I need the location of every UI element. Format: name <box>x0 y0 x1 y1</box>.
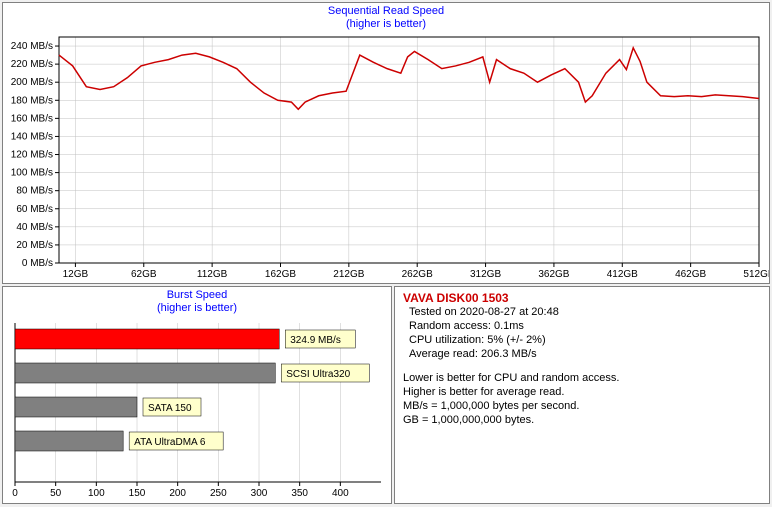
info-line: Random access: 0.1ms <box>409 319 761 333</box>
svg-text:262GB: 262GB <box>402 269 433 280</box>
svg-text:312GB: 312GB <box>470 269 501 280</box>
svg-text:200 MB/s: 200 MB/s <box>11 77 53 88</box>
svg-text:240 MB/s: 240 MB/s <box>11 41 53 52</box>
svg-text:20 MB/s: 20 MB/s <box>16 240 53 251</box>
burst-chart-title: Burst Speed <box>167 289 228 301</box>
svg-text:362GB: 362GB <box>538 269 569 280</box>
svg-text:350: 350 <box>291 488 308 499</box>
svg-text:50: 50 <box>50 488 62 499</box>
svg-text:212GB: 212GB <box>333 269 364 280</box>
svg-text:120 MB/s: 120 MB/s <box>11 150 53 161</box>
info-panel: VAVA DISK00 1503 Tested on 2020-08-27 at… <box>394 286 770 504</box>
sequential-read-panel: Sequential Read Speed (higher is better)… <box>2 2 770 284</box>
burst-chart-title-block: Burst Speed (higher is better) <box>3 289 391 315</box>
svg-text:400: 400 <box>332 488 349 499</box>
svg-text:250: 250 <box>210 488 227 499</box>
info-block-1: VAVA DISK00 1503 Tested on 2020-08-27 at… <box>403 291 761 361</box>
burst-speed-chart: 0 50 100 150 200 250 300 350 400 324.9 MB/s SCSI U… <box>3 315 391 500</box>
svg-text:112GB: 112GB <box>197 269 228 280</box>
svg-text:100 MB/s: 100 MB/s <box>11 168 53 179</box>
burst-chart-subtitle: (higher is better) <box>3 302 391 315</box>
svg-text:220 MB/s: 220 MB/s <box>11 59 53 70</box>
svg-text:SATA 150: SATA 150 <box>148 403 192 414</box>
svg-text:160 MB/s: 160 MB/s <box>11 113 53 124</box>
svg-text:0 MB/s: 0 MB/s <box>22 258 53 269</box>
svg-text:512GB: 512GB <box>743 269 769 280</box>
svg-text:300: 300 <box>251 488 268 499</box>
svg-text:62GB: 62GB <box>131 269 157 280</box>
svg-text:162GB: 162GB <box>265 269 296 280</box>
svg-text:324.9 MB/s: 324.9 MB/s <box>290 335 341 346</box>
info-lines-2: Lower is better for CPU and random acces… <box>403 371 761 427</box>
sequential-read-chart: 0 MB/s 20 MB/s 40 MB/s 60 MB/s 80 MB/s 100 MB… <box>3 31 769 281</box>
svg-text:ATA UltraDMA 6: ATA UltraDMA 6 <box>134 437 206 448</box>
svg-text:140 MB/s: 140 MB/s <box>11 131 53 142</box>
svg-text:SCSI Ultra320: SCSI Ultra320 <box>286 369 350 380</box>
info-line: GB = 1,000,000,000 bytes. <box>403 413 761 427</box>
svg-text:12GB: 12GB <box>63 269 89 280</box>
svg-text:40 MB/s: 40 MB/s <box>16 222 53 233</box>
svg-text:462GB: 462GB <box>675 269 706 280</box>
info-line: CPU utilization: 5% (+/- 2%) <box>409 333 761 347</box>
svg-text:100: 100 <box>88 488 105 499</box>
info-lines-1: Tested on 2020-08-27 at 20:48Random acce… <box>403 305 761 361</box>
info-line: Tested on 2020-08-27 at 20:48 <box>409 305 761 319</box>
top-chart-title: Sequential Read Speed <box>328 5 444 17</box>
info-title: VAVA DISK00 1503 <box>403 291 761 305</box>
svg-text:180 MB/s: 180 MB/s <box>11 95 53 106</box>
svg-text:200: 200 <box>169 488 186 499</box>
svg-text:60 MB/s: 60 MB/s <box>16 204 53 215</box>
svg-text:0: 0 <box>12 488 18 499</box>
top-chart-title-block: Sequential Read Speed (higher is better) <box>3 5 769 31</box>
info-line: MB/s = 1,000,000 bytes per second. <box>403 399 761 413</box>
info-line: Average read: 206.3 MB/s <box>409 347 761 361</box>
svg-text:80 MB/s: 80 MB/s <box>16 186 53 197</box>
burst-speed-panel: Burst Speed (higher is better) 0 50 100 150… <box>2 286 392 504</box>
svg-text:412GB: 412GB <box>607 269 638 280</box>
info-line: Higher is better for average read. <box>403 385 761 399</box>
top-chart-subtitle: (higher is better) <box>3 18 769 31</box>
info-block-2: Lower is better for CPU and random acces… <box>403 371 761 427</box>
info-line: Lower is better for CPU and random acces… <box>403 371 761 385</box>
svg-text:150: 150 <box>129 488 146 499</box>
